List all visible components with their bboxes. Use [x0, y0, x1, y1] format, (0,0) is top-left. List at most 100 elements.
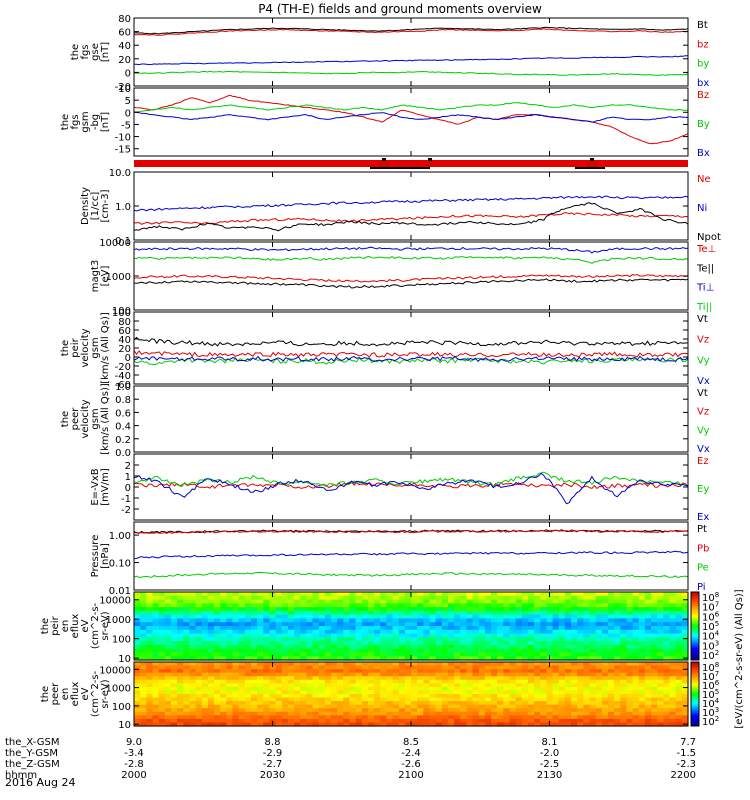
heatmap-cell	[454, 676, 461, 681]
heatmap-cell	[564, 637, 572, 642]
x-axis-value: -2.0	[540, 748, 560, 759]
heatmap-cell	[441, 633, 449, 638]
legend-entry: Bt	[697, 20, 708, 31]
heatmap-cell	[663, 644, 671, 650]
heatmap-cell	[527, 652, 535, 657]
heatmap-cell	[472, 711, 480, 716]
heatmap-cell	[497, 694, 504, 699]
heatmap-cell	[269, 711, 277, 716]
heatmap-cell	[509, 715, 517, 720]
heatmap-cell	[583, 622, 591, 627]
heatmap-cell	[441, 697, 449, 702]
heatmap-cell	[312, 711, 320, 716]
heatmap-cell	[404, 679, 412, 684]
legend-entry: Ti⊥	[696, 283, 714, 294]
heatmap-cell	[626, 652, 634, 657]
heatmap-cell	[435, 704, 443, 709]
heatmap-cell	[207, 614, 215, 620]
heatmap-cell	[195, 665, 203, 670]
colorbar-segment	[691, 646, 699, 649]
heatmap-cell	[367, 672, 375, 677]
heatmap-cell	[318, 644, 326, 650]
heatmap-cell	[558, 644, 566, 650]
heatmap-cell	[269, 629, 277, 635]
heatmap-cell	[177, 662, 184, 667]
heatmap-cell	[232, 592, 240, 597]
heatmap-cell	[411, 690, 418, 695]
heatmap-cell	[626, 618, 634, 623]
heatmap-cell	[183, 711, 190, 716]
heatmap-cell	[367, 644, 375, 650]
heatmap-cell	[534, 618, 541, 623]
heatmap-cell	[644, 697, 652, 702]
heatmap-cell	[380, 672, 387, 677]
heatmap-cell	[460, 718, 467, 724]
y-tick-label: -20	[115, 362, 131, 373]
heatmap-cell	[441, 683, 449, 688]
heatmap-cell	[614, 669, 621, 674]
heatmap-cell	[324, 665, 332, 670]
series-line-pb	[134, 529, 689, 534]
heatmap-cell	[146, 690, 154, 695]
heatmap-cell	[367, 679, 375, 684]
heatmap-cell	[411, 662, 418, 667]
heatmap-cell	[558, 622, 566, 627]
heatmap-cell	[632, 711, 640, 716]
heatmap-cell	[484, 610, 492, 616]
heatmap-cell	[558, 641, 566, 646]
heatmap-cell	[595, 648, 603, 654]
heatmap-cell	[140, 662, 147, 667]
heatmap-cell	[189, 676, 197, 681]
heatmap-cell	[607, 718, 615, 724]
heatmap-cell	[177, 676, 184, 681]
heatmap-cell	[497, 599, 504, 604]
colorbar-segment	[691, 695, 699, 698]
y-axis-label: the	[60, 340, 71, 356]
heatmap-cell	[527, 592, 535, 597]
heatmap-cell	[374, 648, 381, 654]
heatmap-cell	[527, 665, 535, 670]
heatmap-cell	[275, 626, 283, 631]
heatmap-cell	[675, 618, 683, 623]
heatmap-cell	[300, 656, 307, 661]
heatmap-cell	[183, 618, 190, 623]
heatmap-cell	[330, 644, 338, 650]
heatmap-cell	[515, 614, 523, 620]
heatmap-cell	[521, 694, 529, 699]
heatmap-cell	[669, 641, 677, 646]
heatmap-cell	[330, 614, 338, 620]
heatmap-cell	[238, 708, 246, 713]
heatmap-cell	[207, 683, 215, 688]
heatmap-cell	[207, 697, 215, 702]
heatmap-cell	[386, 676, 394, 681]
heatmap-cell	[411, 599, 418, 604]
heatmap-cell	[540, 722, 548, 727]
heatmap-cell	[626, 656, 634, 661]
heatmap-cell	[564, 626, 572, 631]
heatmap-cell	[324, 701, 332, 706]
heatmap-cell	[134, 694, 141, 699]
heatmap-cell	[189, 679, 197, 684]
heatmap-cell	[429, 610, 437, 616]
heatmap-cell	[521, 603, 529, 608]
heatmap-cell	[195, 652, 203, 657]
heatmap-cell	[404, 701, 412, 706]
heatmap-cell	[614, 697, 621, 702]
heatmap-cell	[651, 697, 658, 702]
heatmap-cell	[675, 641, 683, 646]
heatmap-cell	[398, 690, 406, 695]
heatmap-cell	[189, 683, 197, 688]
heatmap-cell	[134, 626, 141, 631]
figure-date: 2016 Aug 24	[5, 776, 75, 789]
heatmap-cell	[503, 652, 511, 657]
heatmap-cell	[257, 607, 264, 612]
heatmap-cell	[534, 686, 541, 692]
heatmap-cell	[195, 690, 203, 695]
heatmap-cell	[620, 656, 628, 661]
colorbar-segment	[691, 643, 699, 646]
heatmap-cell	[441, 690, 449, 695]
heatmap-cell	[349, 603, 357, 608]
heatmap-cell	[669, 633, 677, 638]
heatmap-cell	[441, 626, 449, 631]
heatmap-cell	[337, 694, 344, 699]
